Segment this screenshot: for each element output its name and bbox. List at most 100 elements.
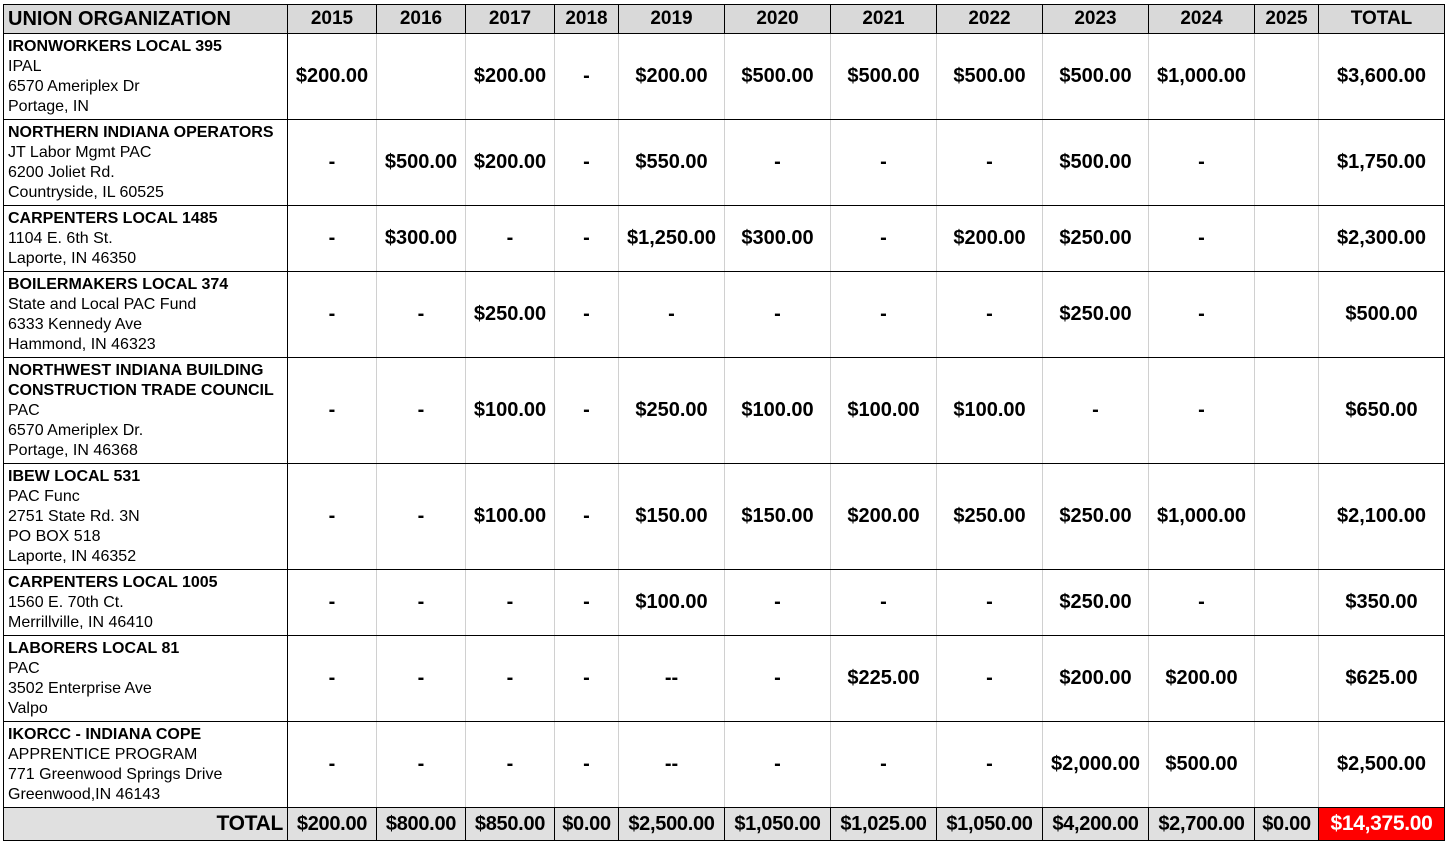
table-row: NORTHWEST INDIANA BUILDING CONSTRUCTION … xyxy=(3,357,1445,464)
row-total-cell: $1,750.00 xyxy=(1318,119,1445,206)
union-detail-line: APPRENTICE PROGRAM xyxy=(8,746,198,763)
union-name: CARPENTERS LOCAL 1485 xyxy=(8,210,218,227)
contribution-cell: - xyxy=(936,721,1043,808)
table-row: IKORCC - INDIANA COPE APPRENTICE PROGRAM 7… xyxy=(3,721,1445,808)
contribution-cell: - xyxy=(287,271,377,358)
contribution-cell: - xyxy=(554,569,619,636)
union-detail-line: 6333 Kennedy Ave xyxy=(8,316,143,333)
header-year: 2019 xyxy=(618,4,725,34)
union-detail-line: Valpo xyxy=(8,700,48,717)
header-union-organization: UNION ORGANIZATION xyxy=(3,4,288,34)
union-organization-cell: NORTHWEST INDIANA BUILDING CONSTRUCTION … xyxy=(3,357,288,464)
contribution-cell: -- xyxy=(618,721,725,808)
contribution-cell: $300.00 xyxy=(724,205,831,272)
contribution-cell: $150.00 xyxy=(618,463,725,570)
union-name: NORTHERN INDIANA OPERATORS xyxy=(8,124,274,141)
contribution-cell: $1,250.00 xyxy=(618,205,725,272)
contribution-cell: $200.00 xyxy=(618,33,725,120)
union-detail-line: 1560 E. 70th Ct. xyxy=(8,594,124,611)
contribution-cell: $100.00 xyxy=(936,357,1043,464)
header-year: 2022 xyxy=(936,4,1043,34)
contribution-cell: - xyxy=(554,357,619,464)
contribution-cell: - xyxy=(287,205,377,272)
table-row: LABORERS LOCAL 81 PAC 3502 Enterprise Ave V… xyxy=(3,635,1445,722)
contribution-cell: - xyxy=(554,635,619,722)
contribution-cell xyxy=(1254,33,1319,120)
contribution-cell: - xyxy=(1148,569,1255,636)
row-total-cell: $3,600.00 xyxy=(1318,33,1445,120)
contribution-cell: - xyxy=(554,119,619,206)
contribution-cell: - xyxy=(554,33,619,120)
union-organization-cell: CARPENTERS LOCAL 1485 1104 E. 6th St. Lapo… xyxy=(3,205,288,272)
table-row: CARPENTERS LOCAL 1005 1560 E. 70th Ct. Mer… xyxy=(3,569,1445,636)
union-organization-cell: CARPENTERS LOCAL 1005 1560 E. 70th Ct. Mer… xyxy=(3,569,288,636)
union-name: CARPENTERS LOCAL 1005 xyxy=(8,574,218,591)
header-year: 2016 xyxy=(376,4,466,34)
year-total: $850.00 xyxy=(465,807,555,841)
union-detail-line: JT Labor Mgmt PAC xyxy=(8,144,152,161)
contribution-cell: - xyxy=(618,271,725,358)
union-detail-line: 1104 E. 6th St. xyxy=(8,230,113,247)
contribution-cell: $200.00 xyxy=(465,119,555,206)
table-row: CARPENTERS LOCAL 1485 1104 E. 6th St. Lapo… xyxy=(3,205,1445,272)
contribution-cell: $1,000.00 xyxy=(1148,33,1255,120)
table-body: IRONWORKERS LOCAL 395 IPAL 6570 Ameriplex … xyxy=(3,33,1445,808)
grand-total: $14,375.00 xyxy=(1318,807,1445,841)
row-total-cell: $350.00 xyxy=(1318,569,1445,636)
header-year: 2025 xyxy=(1254,4,1319,34)
table-row: BOILERMAKERS LOCAL 374 State and Local PA… xyxy=(3,271,1445,358)
header-year: 2017 xyxy=(465,4,555,34)
union-detail-line: 6200 Joliet Rd. xyxy=(8,164,115,181)
contribution-cell: $200.00 xyxy=(936,205,1043,272)
header-year: 2023 xyxy=(1042,4,1149,34)
union-detail-line: 771 Greenwood Springs Drive xyxy=(8,766,223,783)
contribution-cell: - xyxy=(287,357,377,464)
contribution-cell: - xyxy=(465,569,555,636)
contribution-cell: - xyxy=(376,635,466,722)
header-year: 2018 xyxy=(554,4,619,34)
union-detail-line: 6570 Ameriplex Dr xyxy=(8,78,140,95)
contribution-cell: - xyxy=(830,721,937,808)
contribution-cell: - xyxy=(1042,357,1149,464)
contribution-cell: - xyxy=(287,463,377,570)
totals-row: TOTAL $200.00 $800.00 $850.00 $0.00 $2,5… xyxy=(3,807,1445,841)
header-year: 2024 xyxy=(1148,4,1255,34)
header-row: UNION ORGANIZATION 2015 2016 2017 2018 2… xyxy=(3,4,1445,34)
contribution-cell: $200.00 xyxy=(287,33,377,120)
contribution-cell: - xyxy=(724,271,831,358)
table-row: NORTHERN INDIANA OPERATORS JT Labor Mgmt … xyxy=(3,119,1445,206)
contribution-cell: $300.00 xyxy=(376,205,466,272)
union-organization-cell: NORTHERN INDIANA OPERATORS JT Labor Mgmt … xyxy=(3,119,288,206)
contribution-cell: - xyxy=(936,635,1043,722)
contribution-cell: $200.00 xyxy=(830,463,937,570)
contribution-cell: $250.00 xyxy=(1042,271,1149,358)
union-organization-cell: BOILERMAKERS LOCAL 374 State and Local PA… xyxy=(3,271,288,358)
year-total: $0.00 xyxy=(1254,807,1319,841)
contribution-cell: $200.00 xyxy=(465,33,555,120)
contribution-cell: $250.00 xyxy=(1042,205,1149,272)
contribution-cell: - xyxy=(465,635,555,722)
contribution-cell: - xyxy=(287,721,377,808)
contribution-cell: $1,000.00 xyxy=(1148,463,1255,570)
contribution-cell: - xyxy=(936,569,1043,636)
contribution-cell: - xyxy=(1148,119,1255,206)
union-detail-line: IPAL xyxy=(8,58,42,75)
union-detail-line: PAC xyxy=(8,660,40,677)
year-total: $2,700.00 xyxy=(1148,807,1255,841)
contribution-cell: $500.00 xyxy=(724,33,831,120)
contribution-cell: $225.00 xyxy=(830,635,937,722)
contribution-cell: $250.00 xyxy=(1042,569,1149,636)
contribution-cell: - xyxy=(724,721,831,808)
header-year: 2021 xyxy=(830,4,937,34)
contribution-cell xyxy=(1254,357,1319,464)
header-year: 2015 xyxy=(287,4,377,34)
union-organization-cell: IRONWORKERS LOCAL 395 IPAL 6570 Ameriplex … xyxy=(3,33,288,120)
union-organization-cell: LABORERS LOCAL 81 PAC 3502 Enterprise Ave V… xyxy=(3,635,288,722)
row-total-cell: $2,500.00 xyxy=(1318,721,1445,808)
table-row: IBEW LOCAL 531 PAC Func 2751 State Rd. 3N P… xyxy=(3,463,1445,570)
contribution-cell: $500.00 xyxy=(376,119,466,206)
contribution-cell xyxy=(1254,205,1319,272)
contribution-cell: $250.00 xyxy=(618,357,725,464)
contribution-cell: - xyxy=(1148,271,1255,358)
year-total: $2,500.00 xyxy=(618,807,725,841)
